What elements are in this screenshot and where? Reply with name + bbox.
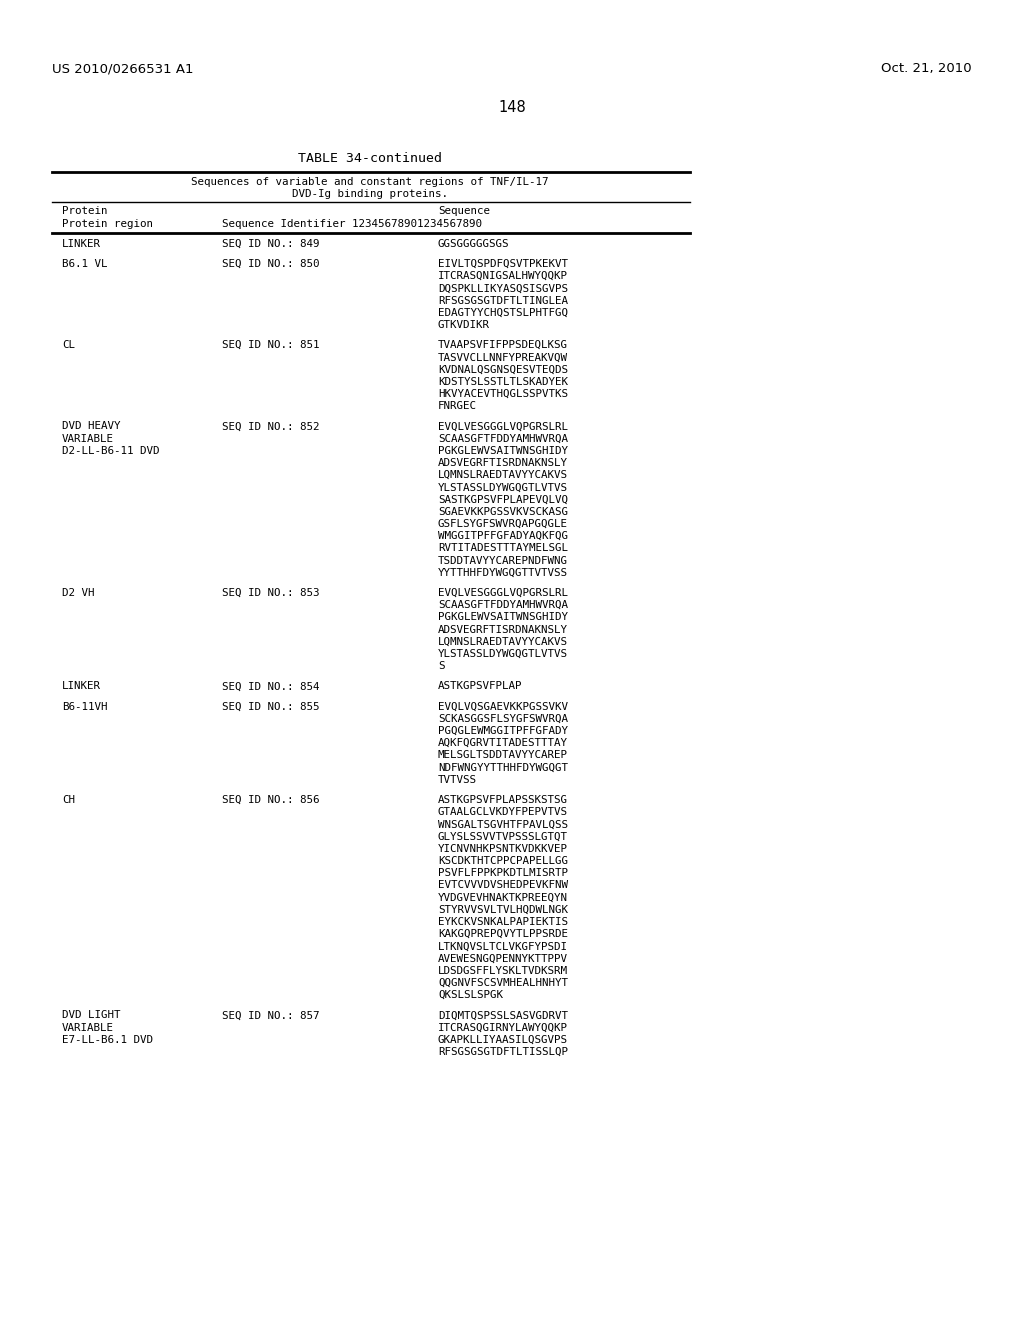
Text: EDAGTYYCHQSTSLPHTFGQ: EDAGTYYCHQSTSLPHTFGQ [438, 308, 568, 318]
Text: D2 VH: D2 VH [62, 587, 94, 598]
Text: TVTVSS: TVTVSS [438, 775, 477, 785]
Text: CH: CH [62, 795, 75, 805]
Text: KVDNALQSGNSQESVTEQDS: KVDNALQSGNSQESVTEQDS [438, 364, 568, 375]
Text: EVQLVESGGGLVQPGRSLRL: EVQLVESGGGLVQPGRSLRL [438, 421, 568, 432]
Text: TABLE 34-continued: TABLE 34-continued [298, 152, 442, 165]
Text: SEQ ID NO.: 852: SEQ ID NO.: 852 [222, 421, 319, 432]
Text: SEQ ID NO.: 851: SEQ ID NO.: 851 [222, 341, 319, 350]
Text: LINKER: LINKER [62, 239, 101, 248]
Text: Sequence Identifier 12345678901234567890: Sequence Identifier 12345678901234567890 [222, 219, 482, 228]
Text: PSVFLFPPKPKDTLMISRTP: PSVFLFPPKPKDTLMISRTP [438, 869, 568, 878]
Text: RVTITADESTTTAYMELSGL: RVTITADESTTTAYMELSGL [438, 544, 568, 553]
Text: DVD HEAVY: DVD HEAVY [62, 421, 121, 432]
Text: EYKCKVSNKALPAPIEKTIS: EYKCKVSNKALPAPIEKTIS [438, 917, 568, 927]
Text: Protein region: Protein region [62, 219, 153, 228]
Text: ASTKGPSVFPLAPSSKSTSG: ASTKGPSVFPLAPSSKSTSG [438, 795, 568, 805]
Text: KDSTYSLSSTLTLSKADYEK: KDSTYSLSSTLTLSKADYEK [438, 376, 568, 387]
Text: NDFWNGYYTTHHFDYWGQGT: NDFWNGYYTTHHFDYWGQGT [438, 763, 568, 772]
Text: LQMNSLRAEDTAVYYCAKVS: LQMNSLRAEDTAVYYCAKVS [438, 470, 568, 480]
Text: B6-11VH: B6-11VH [62, 702, 108, 711]
Text: ADSVEGRFTISRDNAKNSLY: ADSVEGRFTISRDNAKNSLY [438, 458, 568, 469]
Text: LQMNSLRAEDTAVYYCAKVS: LQMNSLRAEDTAVYYCAKVS [438, 636, 568, 647]
Text: QQGNVFSCSVMHEALHNHYT: QQGNVFSCSVMHEALHNHYT [438, 978, 568, 987]
Text: EVQLVQSGAEVKKPGSSVKV: EVQLVQSGAEVKKPGSSVKV [438, 702, 568, 711]
Text: STYRVVSVLTVLHQDWLNGK: STYRVVSVLTVLHQDWLNGK [438, 904, 568, 915]
Text: GTAALGCLVKDYFPEPVTVS: GTAALGCLVKDYFPEPVTVS [438, 808, 568, 817]
Text: Protein: Protein [62, 206, 108, 216]
Text: GLYSLSSVVTVPSSSLGTQT: GLYSLSSVVTVPSSSLGTQT [438, 832, 568, 842]
Text: DIQMTQSPSSLSASVGDRVT: DIQMTQSPSSLSASVGDRVT [438, 1010, 568, 1020]
Text: EIVLTQSPDFQSVTPKEKVT: EIVLTQSPDFQSVTPKEKVT [438, 259, 568, 269]
Text: 148: 148 [498, 100, 526, 115]
Text: Sequence: Sequence [438, 206, 490, 216]
Text: GSFLSYGFSWVRQAPGQGLE: GSFLSYGFSWVRQAPGQGLE [438, 519, 568, 529]
Text: RFSGSGSGTDFTLTISSLQP: RFSGSGSGTDFTLTISSLQP [438, 1047, 568, 1057]
Text: ADSVEGRFTISRDNAKNSLY: ADSVEGRFTISRDNAKNSLY [438, 624, 568, 635]
Text: MELSGLTSDDTAVYYCAREP: MELSGLTSDDTAVYYCAREP [438, 750, 568, 760]
Text: DVD LIGHT: DVD LIGHT [62, 1010, 121, 1020]
Text: HKVYACEVTHQGLSSPVTKS: HKVYACEVTHQGLSSPVTKS [438, 389, 568, 399]
Text: YYTTHHFDYWGQGTTVTVSS: YYTTHHFDYWGQGTTVTVSS [438, 568, 568, 578]
Text: SCAASGFTFDDYAMHWVRQA: SCAASGFTFDDYAMHWVRQA [438, 433, 568, 444]
Text: RFSGSGSGTDFTLTINGLEA: RFSGSGSGTDFTLTINGLEA [438, 296, 568, 306]
Text: SEQ ID NO.: 856: SEQ ID NO.: 856 [222, 795, 319, 805]
Text: GGSGGGGGSGS: GGSGGGGGSGS [438, 239, 510, 248]
Text: US 2010/0266531 A1: US 2010/0266531 A1 [52, 62, 194, 75]
Text: AQKFQGRVTITADESTTTAY: AQKFQGRVTITADESTTTAY [438, 738, 568, 748]
Text: SEQ ID NO.: 853: SEQ ID NO.: 853 [222, 587, 319, 598]
Text: SEQ ID NO.: 857: SEQ ID NO.: 857 [222, 1010, 319, 1020]
Text: QKSLSLSPGK: QKSLSLSPGK [438, 990, 503, 1001]
Text: ITCRASQNIGSALHWYQQKP: ITCRASQNIGSALHWYQQKP [438, 271, 568, 281]
Text: SEQ ID NO.: 855: SEQ ID NO.: 855 [222, 702, 319, 711]
Text: E7-LL-B6.1 DVD: E7-LL-B6.1 DVD [62, 1035, 153, 1045]
Text: TSDDTAVYYCAREPNDFWNG: TSDDTAVYYCAREPNDFWNG [438, 556, 568, 565]
Text: Oct. 21, 2010: Oct. 21, 2010 [882, 62, 972, 75]
Text: S: S [438, 661, 444, 671]
Text: WMGGITPFFGFADYAQKFQG: WMGGITPFFGFADYAQKFQG [438, 531, 568, 541]
Text: SEQ ID NO.: 849: SEQ ID NO.: 849 [222, 239, 319, 248]
Text: LINKER: LINKER [62, 681, 101, 692]
Text: YICNVNHKPSNTKVDKKVEP: YICNVNHKPSNTKVDKKVEP [438, 843, 568, 854]
Text: GKAPKLLIYAASILQSGVPS: GKAPKLLIYAASILQSGVPS [438, 1035, 568, 1045]
Text: AVEWESNGQPENNYKTTPPV: AVEWESNGQPENNYKTTPPV [438, 953, 568, 964]
Text: PGQGLEWMGGITPFFGFADY: PGQGLEWMGGITPFFGFADY [438, 726, 568, 737]
Text: CL: CL [62, 341, 75, 350]
Text: DQSPKLLIKYASQSISGVPS: DQSPKLLIKYASQSISGVPS [438, 284, 568, 293]
Text: SEQ ID NO.: 854: SEQ ID NO.: 854 [222, 681, 319, 692]
Text: ITCRASQGIRNYLAWYQQKP: ITCRASQGIRNYLAWYQQKP [438, 1023, 568, 1032]
Text: FNRGEC: FNRGEC [438, 401, 477, 412]
Text: YVDGVEVHNAKTKPREEQYN: YVDGVEVHNAKTKPREEQYN [438, 892, 568, 903]
Text: WNSGALTSGVHTFPAVLQSS: WNSGALTSGVHTFPAVLQSS [438, 820, 568, 829]
Text: GTKVDIKR: GTKVDIKR [438, 319, 490, 330]
Text: SCAASGFTFDDYAMHWVRQA: SCAASGFTFDDYAMHWVRQA [438, 601, 568, 610]
Text: YLSTASSLDYWGQGTLVTVS: YLSTASSLDYWGQGTLVTVS [438, 649, 568, 659]
Text: SCKASGGSFLSYGFSWVRQA: SCKASGGSFLSYGFSWVRQA [438, 714, 568, 723]
Text: ASTKGPSVFPLAP: ASTKGPSVFPLAP [438, 681, 522, 692]
Text: PGKGLEWVSAITWNSGHIDY: PGKGLEWVSAITWNSGHIDY [438, 612, 568, 623]
Text: B6.1 VL: B6.1 VL [62, 259, 108, 269]
Text: LDSDGSFFLYSKLTVDKSRM: LDSDGSFFLYSKLTVDKSRM [438, 966, 568, 975]
Text: SASTKGPSVFPLAPEVQLVQ: SASTKGPSVFPLAPEVQLVQ [438, 495, 568, 504]
Text: LTKNQVSLTCLVKGFYPSDI: LTKNQVSLTCLVKGFYPSDI [438, 941, 568, 952]
Text: Sequences of variable and constant regions of TNF/IL-17: Sequences of variable and constant regio… [191, 177, 549, 187]
Text: VARIABLE: VARIABLE [62, 433, 114, 444]
Text: VARIABLE: VARIABLE [62, 1023, 114, 1032]
Text: KAKGQPREPQVYTLPPSRDE: KAKGQPREPQVYTLPPSRDE [438, 929, 568, 940]
Text: EVTCVVVDVSHEDPEVKFNW: EVTCVVVDVSHEDPEVKFNW [438, 880, 568, 891]
Text: DVD-Ig binding proteins.: DVD-Ig binding proteins. [292, 189, 449, 199]
Text: KSCDKTHTCPPCPAPELLGG: KSCDKTHTCPPCPAPELLGG [438, 855, 568, 866]
Text: TASVVCLLNNFYPREAKVQW: TASVVCLLNNFYPREAKVQW [438, 352, 568, 363]
Text: D2-LL-B6-11 DVD: D2-LL-B6-11 DVD [62, 446, 160, 455]
Text: SGAEVKKPGSSVKVSCKASG: SGAEVKKPGSSVKVSCKASG [438, 507, 568, 517]
Text: EVQLVESGGGLVQPGRSLRL: EVQLVESGGGLVQPGRSLRL [438, 587, 568, 598]
Text: TVAAPSVFIFPPSDEQLKSG: TVAAPSVFIFPPSDEQLKSG [438, 341, 568, 350]
Text: YLSTASSLDYWGQGTLVTVS: YLSTASSLDYWGQGTLVTVS [438, 482, 568, 492]
Text: PGKGLEWVSAITWNSGHIDY: PGKGLEWVSAITWNSGHIDY [438, 446, 568, 455]
Text: SEQ ID NO.: 850: SEQ ID NO.: 850 [222, 259, 319, 269]
